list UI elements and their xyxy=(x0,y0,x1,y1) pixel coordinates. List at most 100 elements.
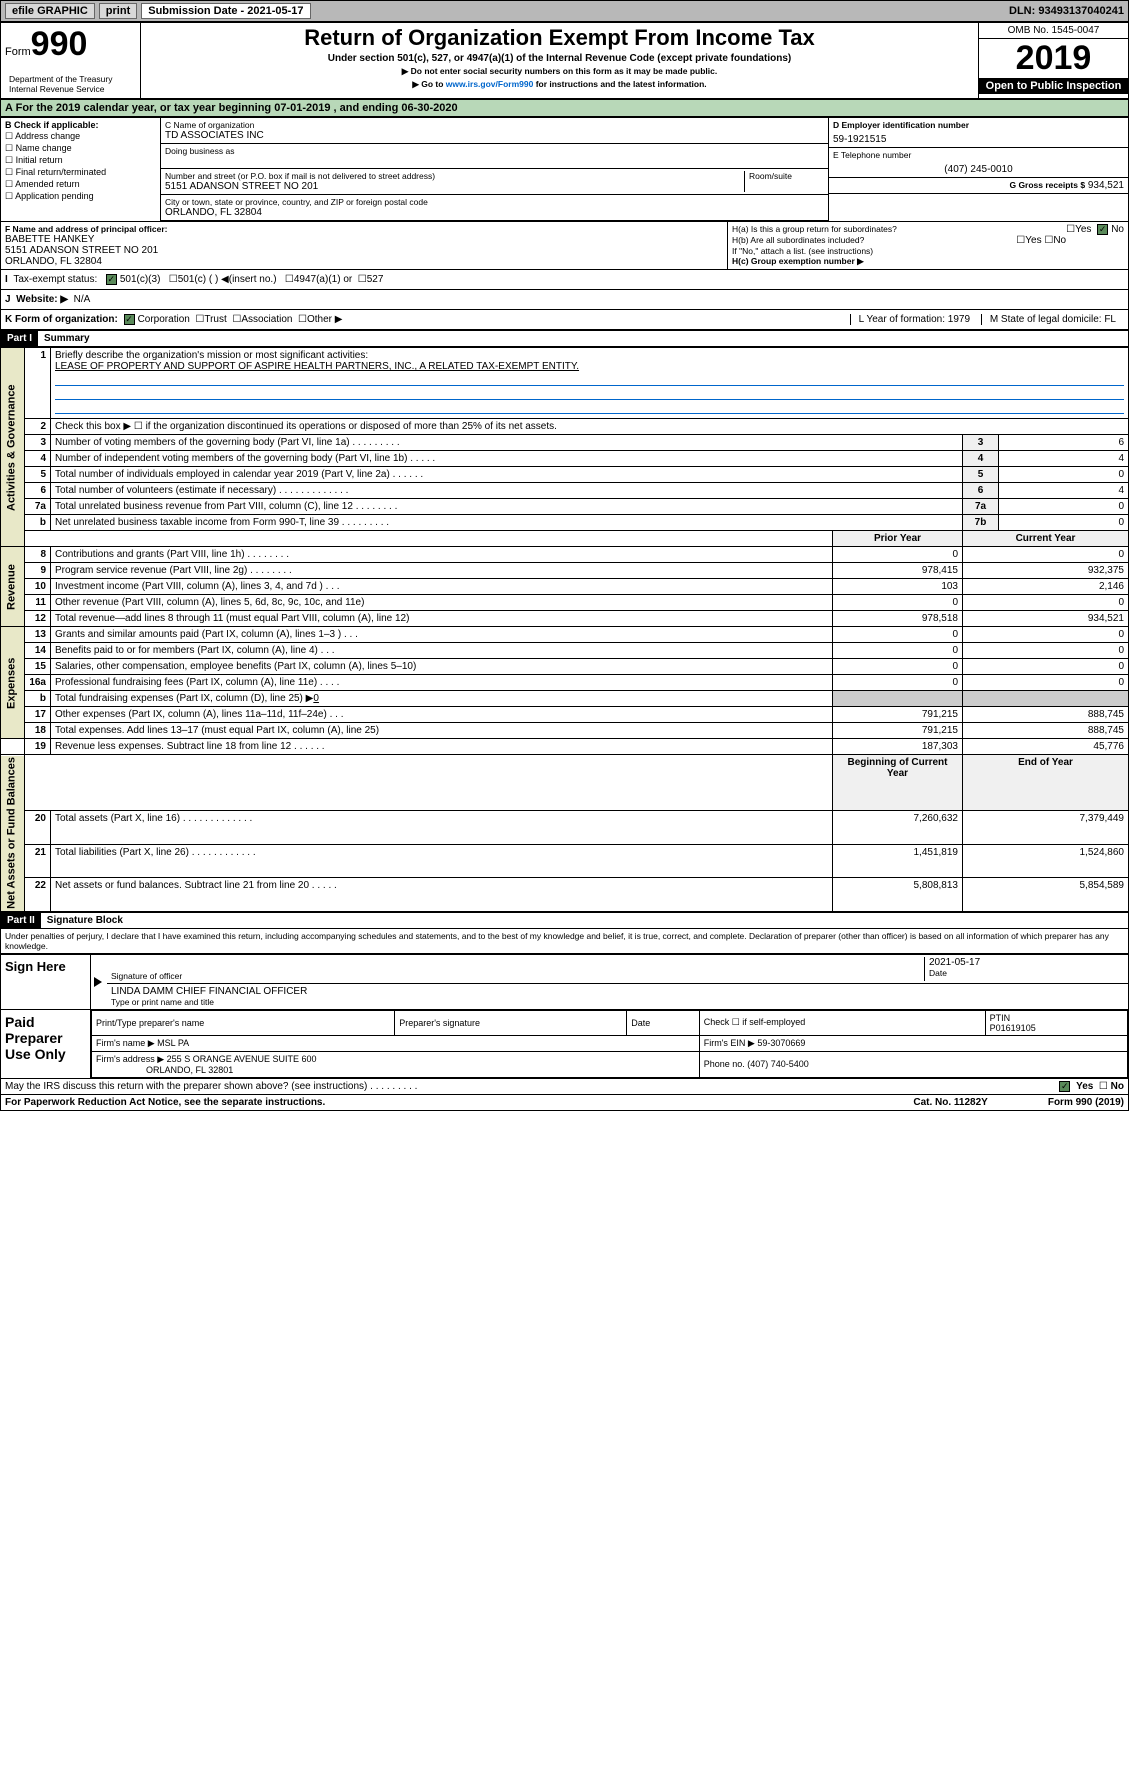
fgh-row: F Name and address of principal officer:… xyxy=(0,222,1129,270)
l2: Check this box ▶ ☐ if the organization d… xyxy=(51,419,1129,435)
website-row: J Website: ▶ N/A xyxy=(0,290,1129,310)
v6: 4 xyxy=(999,483,1129,499)
l9: Program service revenue (Part VIII, line… xyxy=(51,563,833,579)
subtitle-2: ▶ Do not enter social security numbers o… xyxy=(143,66,976,77)
l13: Grants and similar amounts paid (Part IX… xyxy=(51,627,833,643)
v7b: 0 xyxy=(999,515,1129,531)
discuss-text: May the IRS discuss this return with the… xyxy=(5,1081,417,1092)
hb-lbl: H(b) Are all subordinates included? xyxy=(732,235,864,245)
hdr-prior: Prior Year xyxy=(833,531,963,547)
firm-addr2: ORLANDO, FL 32801 xyxy=(146,1065,233,1075)
side-governance: Activities & Governance xyxy=(1,348,25,547)
subtitle-1: Under section 501(c), 527, or 4947(a)(1)… xyxy=(143,53,976,64)
print-btn[interactable]: print xyxy=(99,3,137,19)
officer-name: BABETTE HANKEY xyxy=(5,234,723,245)
part2-title: Signature Block xyxy=(41,913,129,928)
tax-status-row: I Tax-exempt status: ✓ 501(c)(3) ☐ 501(c… xyxy=(0,270,1129,290)
sign-here-row: Sign Here Signature of officer 2021-05-1… xyxy=(0,954,1129,1010)
j-lbl: Website: ▶ xyxy=(16,294,68,305)
tax-year: 2019 xyxy=(979,39,1128,78)
discuss-row: May the IRS discuss this return with the… xyxy=(0,1079,1129,1095)
chk-name[interactable]: ☐ Name change xyxy=(5,143,156,154)
chk-501c3[interactable]: ✓ xyxy=(106,274,117,285)
section-f: F Name and address of principal officer:… xyxy=(1,222,728,269)
hdr-current: Current Year xyxy=(963,531,1129,547)
footer: For Paperwork Reduction Act Notice, see … xyxy=(0,1095,1129,1111)
v3: 6 xyxy=(999,435,1129,451)
summary-table: Activities & Governance 1 Briefly descri… xyxy=(0,347,1129,912)
prep-lbl: Paid Preparer Use Only xyxy=(1,1010,91,1078)
firm-name: MSL PA xyxy=(157,1038,189,1048)
l7b: Net unrelated business taxable income fr… xyxy=(51,515,963,531)
preparer-table: Print/Type preparer's name Preparer's si… xyxy=(91,1010,1128,1078)
chk-address[interactable]: ☐ Address change xyxy=(5,131,156,142)
discuss-yes[interactable]: ✓ xyxy=(1059,1081,1070,1092)
l21: Total liabilities (Part X, line 26) . . … xyxy=(51,844,833,877)
domicile: M State of legal domicile: FL xyxy=(981,314,1124,325)
prep-date-hdr: Date xyxy=(627,1010,699,1035)
i-lbl: Tax-exempt status: xyxy=(13,274,97,285)
l14: Benefits paid to or for members (Part IX… xyxy=(51,643,833,659)
l1-text: Briefly describe the organization's miss… xyxy=(55,350,368,361)
part1-header: Part I Summary xyxy=(0,330,1129,347)
hdr-boy: Beginning of Current Year xyxy=(833,755,963,811)
inspection-badge: Open to Public Inspection xyxy=(979,78,1128,94)
l8: Contributions and grants (Part VIII, lin… xyxy=(51,547,833,563)
l11: Other revenue (Part VIII, column (A), li… xyxy=(51,595,833,611)
l10: Investment income (Part VIII, column (A)… xyxy=(51,579,833,595)
v4: 4 xyxy=(999,451,1129,467)
l3: Number of voting members of the governin… xyxy=(51,435,963,451)
f-lbl: F Name and address of principal officer: xyxy=(5,224,723,234)
prep-name-hdr: Print/Type preparer's name xyxy=(92,1010,395,1035)
form-number: 990 xyxy=(31,25,88,63)
v7a: 0 xyxy=(999,499,1129,515)
chk-amended[interactable]: ☐ Amended return xyxy=(5,179,156,190)
l20: Total assets (Part X, line 16) . . . . .… xyxy=(51,811,833,844)
addr: 5151 ADANSON STREET NO 201 xyxy=(165,181,744,192)
l17: Other expenses (Part IX, column (A), lin… xyxy=(51,707,833,723)
preparer-row: Paid Preparer Use Only Print/Type prepar… xyxy=(0,1010,1129,1079)
gross: 934,521 xyxy=(1088,180,1124,191)
dba-lbl: Doing business as xyxy=(165,146,824,156)
addr-lbl: Number and street (or P.O. box if mail i… xyxy=(165,171,744,181)
omb: OMB No. 1545-0047 xyxy=(979,23,1128,39)
chk-final[interactable]: ☐ Final return/terminated xyxy=(5,167,156,178)
dln: DLN: 93493137040241 xyxy=(1009,5,1124,17)
header-grid: B Check if applicable: ☐ Address change … xyxy=(0,117,1129,222)
ptin: P01619105 xyxy=(990,1023,1036,1033)
pra-notice: For Paperwork Reduction Act Notice, see … xyxy=(5,1097,325,1108)
k-row: K Form of organization: ✓ Corporation ☐ … xyxy=(0,310,1129,330)
prep-sig-hdr: Preparer's signature xyxy=(395,1010,627,1035)
sig-lbl: Signature of officer xyxy=(111,971,924,981)
chk-initial[interactable]: ☐ Initial return xyxy=(5,155,156,166)
section-h: H(a) Is this a group return for subordin… xyxy=(728,222,1128,269)
gross-lbl: G Gross receipts $ xyxy=(1009,180,1085,190)
officer-title: LINDA DAMM CHIEF FINANCIAL OFFICER xyxy=(111,986,1124,997)
v5: 0 xyxy=(999,467,1129,483)
room-lbl: Room/suite xyxy=(749,171,824,181)
sign-date: 2021-05-17 xyxy=(929,957,1124,968)
mission: LEASE OF PROPERTY AND SUPPORT OF ASPIRE … xyxy=(55,361,579,372)
part1-title: Summary xyxy=(38,331,96,346)
irs-link[interactable]: www.irs.gov/Form990 xyxy=(446,79,534,89)
dept: Department of the Treasury Internal Reve… xyxy=(5,72,136,96)
phone-lbl: E Telephone number xyxy=(833,150,1124,160)
phone: (407) 245-0010 xyxy=(833,164,1124,175)
perjury-text: Under penalties of perjury, I declare th… xyxy=(0,929,1129,954)
l18: Total expenses. Add lines 13–17 (must eq… xyxy=(51,723,833,739)
k-lbl: K Form of organization: xyxy=(5,314,118,325)
l19: Revenue less expenses. Subtract line 18 … xyxy=(51,739,833,755)
b-header: B Check if applicable: xyxy=(5,120,156,130)
officer-addr1: 5151 ADANSON STREET NO 201 xyxy=(5,245,723,256)
website: N/A xyxy=(74,294,91,305)
form-title: Return of Organization Exempt From Incom… xyxy=(143,25,976,51)
efile-btn[interactable]: efile GRAPHIC xyxy=(5,3,95,19)
l7a: Total unrelated business revenue from Pa… xyxy=(51,499,963,515)
cat-no: Cat. No. 11282Y xyxy=(913,1097,987,1108)
hdr-eoy: End of Year xyxy=(963,755,1129,811)
chk-corp[interactable]: ✓ xyxy=(124,314,135,325)
section-b: B Check if applicable: ☐ Address change … xyxy=(1,118,161,221)
chk-pending[interactable]: ☐ Application pending xyxy=(5,191,156,202)
org-name: TD ASSOCIATES INC xyxy=(165,130,824,141)
year-formation: L Year of formation: 1979 xyxy=(850,314,978,325)
